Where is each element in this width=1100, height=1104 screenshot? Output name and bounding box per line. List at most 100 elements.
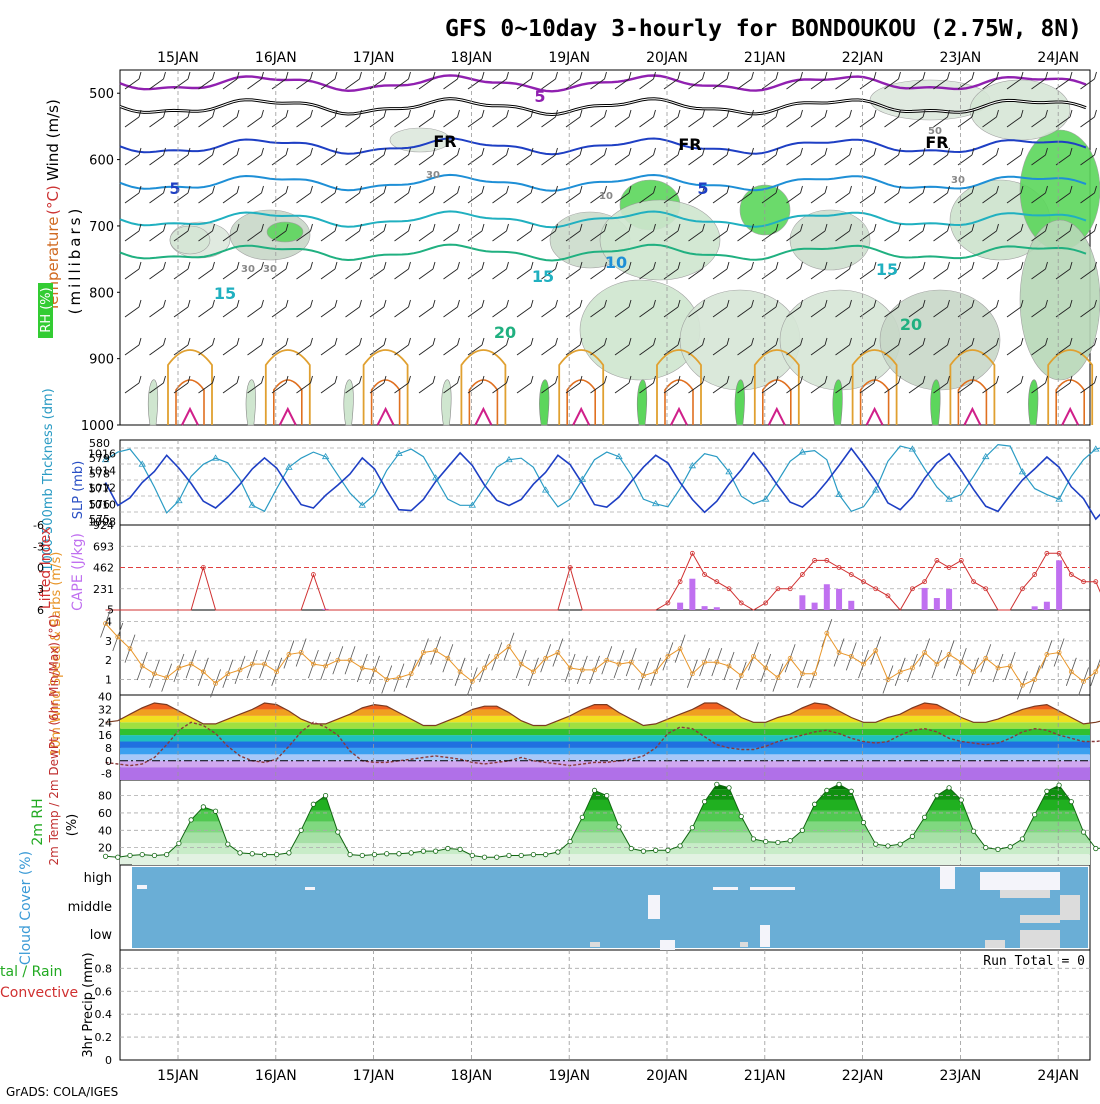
rh-point bbox=[519, 853, 523, 857]
wind-barb bbox=[444, 345, 458, 355]
wind-barb bbox=[199, 345, 213, 355]
wind-barb bbox=[934, 193, 948, 203]
wind-barb bbox=[346, 231, 360, 241]
rh-point bbox=[1081, 830, 1085, 834]
wind-barb bbox=[885, 193, 899, 203]
rh-point bbox=[189, 818, 193, 822]
wind-barb-flag bbox=[237, 338, 239, 345]
wind-barb-flag bbox=[311, 148, 313, 155]
rh-point bbox=[311, 802, 315, 806]
wind-barb-flag bbox=[899, 224, 901, 231]
wind-barb-flag bbox=[360, 300, 362, 307]
cloud-patch-14 bbox=[590, 942, 600, 947]
wind-barb bbox=[542, 307, 556, 317]
wind-barb bbox=[493, 307, 507, 317]
wind-barb bbox=[444, 193, 458, 203]
wind-barb-flag bbox=[262, 300, 264, 307]
wind-barb bbox=[395, 345, 409, 355]
wind-barb-flag bbox=[678, 110, 680, 117]
contour-label-6: 10 bbox=[605, 253, 627, 272]
rh-point bbox=[1008, 845, 1012, 849]
wind-barb-flag bbox=[482, 110, 484, 117]
cape-tick-693: 693 bbox=[93, 540, 114, 553]
wind-barb-flag bbox=[164, 338, 166, 345]
wind-barb-flag bbox=[286, 262, 288, 269]
temp-band-2 bbox=[120, 754, 1090, 760]
rh-point bbox=[433, 849, 437, 853]
wind-barb bbox=[517, 307, 531, 317]
wind-barb-flag bbox=[899, 72, 901, 79]
wind-tick-1: 1 bbox=[105, 674, 112, 687]
rh-point bbox=[421, 849, 425, 853]
wind-barb-flag bbox=[703, 110, 705, 117]
panel8-label-convective: Convective bbox=[0, 985, 78, 1001]
temp-tick-16: 16 bbox=[98, 729, 112, 742]
wind-barb bbox=[468, 155, 482, 165]
rh-point bbox=[397, 852, 401, 856]
wind-barb bbox=[640, 117, 654, 127]
wind-barb-flag bbox=[433, 300, 435, 307]
warm-loop-1 bbox=[266, 350, 310, 425]
wind-barb-flag bbox=[213, 110, 215, 117]
wind-barb bbox=[346, 117, 360, 127]
wind-barb bbox=[1007, 345, 1021, 355]
warm-loop-3 bbox=[461, 350, 505, 425]
wind-barb bbox=[836, 117, 850, 127]
cape-tick-462: 462 bbox=[93, 562, 114, 575]
wind-barb-flag bbox=[409, 300, 411, 307]
wind-barb-flag bbox=[948, 262, 950, 269]
wind-barb-flag bbox=[139, 72, 141, 79]
rh-point bbox=[568, 839, 572, 843]
wind-barb-flag bbox=[899, 262, 901, 269]
wind-barb-flag bbox=[727, 72, 729, 79]
wind-barb-flag bbox=[213, 186, 215, 193]
panel7-ylabel: Cloud Cover (%) bbox=[18, 851, 34, 965]
wind-barb bbox=[517, 193, 531, 203]
rh-point bbox=[164, 852, 168, 856]
contour-label-5: 5 bbox=[697, 179, 708, 198]
wind-barb-flag bbox=[1021, 338, 1023, 345]
wind-barb-flag bbox=[139, 262, 141, 269]
wind-barb bbox=[787, 117, 801, 127]
wind-barb-flag bbox=[580, 186, 582, 193]
wind-barb bbox=[419, 117, 433, 127]
wind-barb-flag bbox=[164, 72, 166, 79]
panel1-ytick-900: 900 bbox=[89, 353, 114, 368]
wind-barb-flag bbox=[1046, 376, 1048, 383]
wind-barb-flag bbox=[335, 262, 337, 269]
temp-tick-32: 32 bbox=[98, 703, 112, 716]
wind-barb-flag bbox=[972, 72, 974, 79]
wind-barb bbox=[248, 79, 262, 89]
wind-barb bbox=[811, 269, 825, 279]
wind-barb-flag bbox=[458, 262, 460, 269]
wind-barb-flag bbox=[458, 224, 460, 231]
rh-band-2 bbox=[120, 832, 1090, 843]
wind-barb-flag bbox=[997, 148, 999, 155]
warm-loop-inner-4 bbox=[567, 380, 595, 425]
cape-bar bbox=[677, 603, 683, 610]
wind-barb-flag bbox=[311, 186, 313, 193]
wind-barb bbox=[713, 155, 727, 165]
run-total-label: Run Total = 0 bbox=[983, 954, 1085, 969]
warm-loop-0 bbox=[168, 350, 212, 425]
wind-barb-flag bbox=[874, 224, 876, 231]
date-top-20JAN: 20JAN bbox=[646, 50, 688, 66]
wind-barb-flag bbox=[1095, 224, 1097, 231]
wind-barb-flag bbox=[384, 72, 386, 79]
wind-barb-flag bbox=[360, 72, 362, 79]
wind-barb bbox=[762, 155, 776, 165]
cape-bar bbox=[799, 595, 805, 610]
cloud-patch-10 bbox=[1020, 915, 1060, 923]
wind-barb bbox=[468, 117, 482, 127]
wind-barb bbox=[248, 193, 262, 203]
panel1-label-unit: (°C) bbox=[44, 185, 62, 215]
panel-frame-8 bbox=[120, 950, 1090, 1060]
rh-band-5 bbox=[120, 800, 1090, 811]
rh-blob-15 bbox=[880, 290, 1000, 390]
rh-column-1 bbox=[246, 380, 256, 425]
rh-point bbox=[531, 852, 535, 856]
wind-barb bbox=[444, 307, 458, 317]
rh-point bbox=[861, 820, 865, 824]
wind-barb-flag bbox=[164, 300, 166, 307]
wind-barb-flag bbox=[923, 262, 925, 269]
